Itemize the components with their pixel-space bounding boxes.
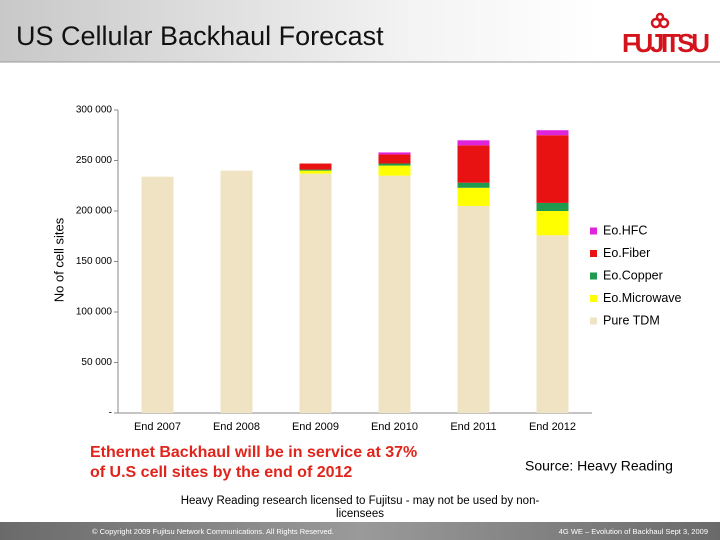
x-tick-label: End 2008 <box>213 421 260 433</box>
note: licensees <box>336 508 384 520</box>
bar-segment <box>220 170 253 413</box>
y-tick-label: 300 000 <box>76 105 113 116</box>
bar-segment <box>299 163 332 170</box>
legend-swatch <box>590 295 597 302</box>
legend-swatch <box>590 317 597 325</box>
bar-segment <box>536 235 569 413</box>
legend-label: Eo.Microwave <box>603 291 682 305</box>
legend-label: Eo.HFC <box>603 223 647 237</box>
footer-left: © Copyright 2009 Fujitsu Network Communi… <box>92 527 334 536</box>
bar-segment <box>299 170 332 174</box>
source: Source: Heavy Reading <box>525 458 673 474</box>
y-axis-label: No of cell sites <box>51 217 66 302</box>
y-tick-label: 150 000 <box>76 256 113 267</box>
bar-segment <box>378 163 411 166</box>
bar-segment <box>536 211 569 236</box>
logo: FUJITSU <box>622 28 710 58</box>
bar-segment <box>299 173 332 413</box>
y-tick-label: - <box>109 408 112 419</box>
x-tick-label: End 2007 <box>134 421 181 433</box>
bar-segment <box>299 169 332 171</box>
footer-right: 4G WE – Evolution of Backhaul Sept 3, 20… <box>559 527 708 536</box>
bar-segment <box>457 182 490 188</box>
legend-swatch <box>590 227 597 235</box>
bar-segment <box>378 152 411 155</box>
bar-segment <box>457 140 490 146</box>
bar-segment <box>457 145 490 183</box>
bar-segment <box>378 154 411 164</box>
legend-label: Eo.Fiber <box>603 246 650 260</box>
note: Heavy Reading research licensed to Fujit… <box>181 495 540 507</box>
y-tick-label: 100 000 <box>76 307 113 318</box>
bar-segment <box>536 135 569 203</box>
bar-segment <box>457 187 490 206</box>
legend-label: Pure TDM <box>603 313 660 327</box>
annotation: of U.S cell sites by the end of 2012 <box>90 464 352 481</box>
legend-label: Eo.Copper <box>603 268 663 282</box>
y-tick-label: 200 000 <box>76 206 113 217</box>
header-band <box>0 0 600 62</box>
bar-segment <box>378 165 411 176</box>
x-tick-label: End 2012 <box>529 421 576 433</box>
footer-band <box>0 522 720 540</box>
bar-segment <box>141 176 174 413</box>
slide-title: US Cellular Backhaul Forecast <box>16 21 384 51</box>
legend-swatch <box>590 250 597 257</box>
y-tick-label: 50 000 <box>81 357 112 368</box>
bar-segment <box>457 205 490 413</box>
x-tick-label: End 2009 <box>292 421 339 433</box>
bar-segment <box>536 130 569 136</box>
legend-swatch <box>590 272 597 280</box>
bar-segment <box>378 175 411 413</box>
logo-mark <box>650 12 670 29</box>
annotation: Ethernet Backhaul will be in service at … <box>90 444 417 461</box>
x-tick-label: End 2011 <box>450 421 496 433</box>
x-tick-label: End 2010 <box>371 421 418 433</box>
y-tick-label: 250 000 <box>76 155 113 166</box>
bar-segment <box>536 202 569 211</box>
